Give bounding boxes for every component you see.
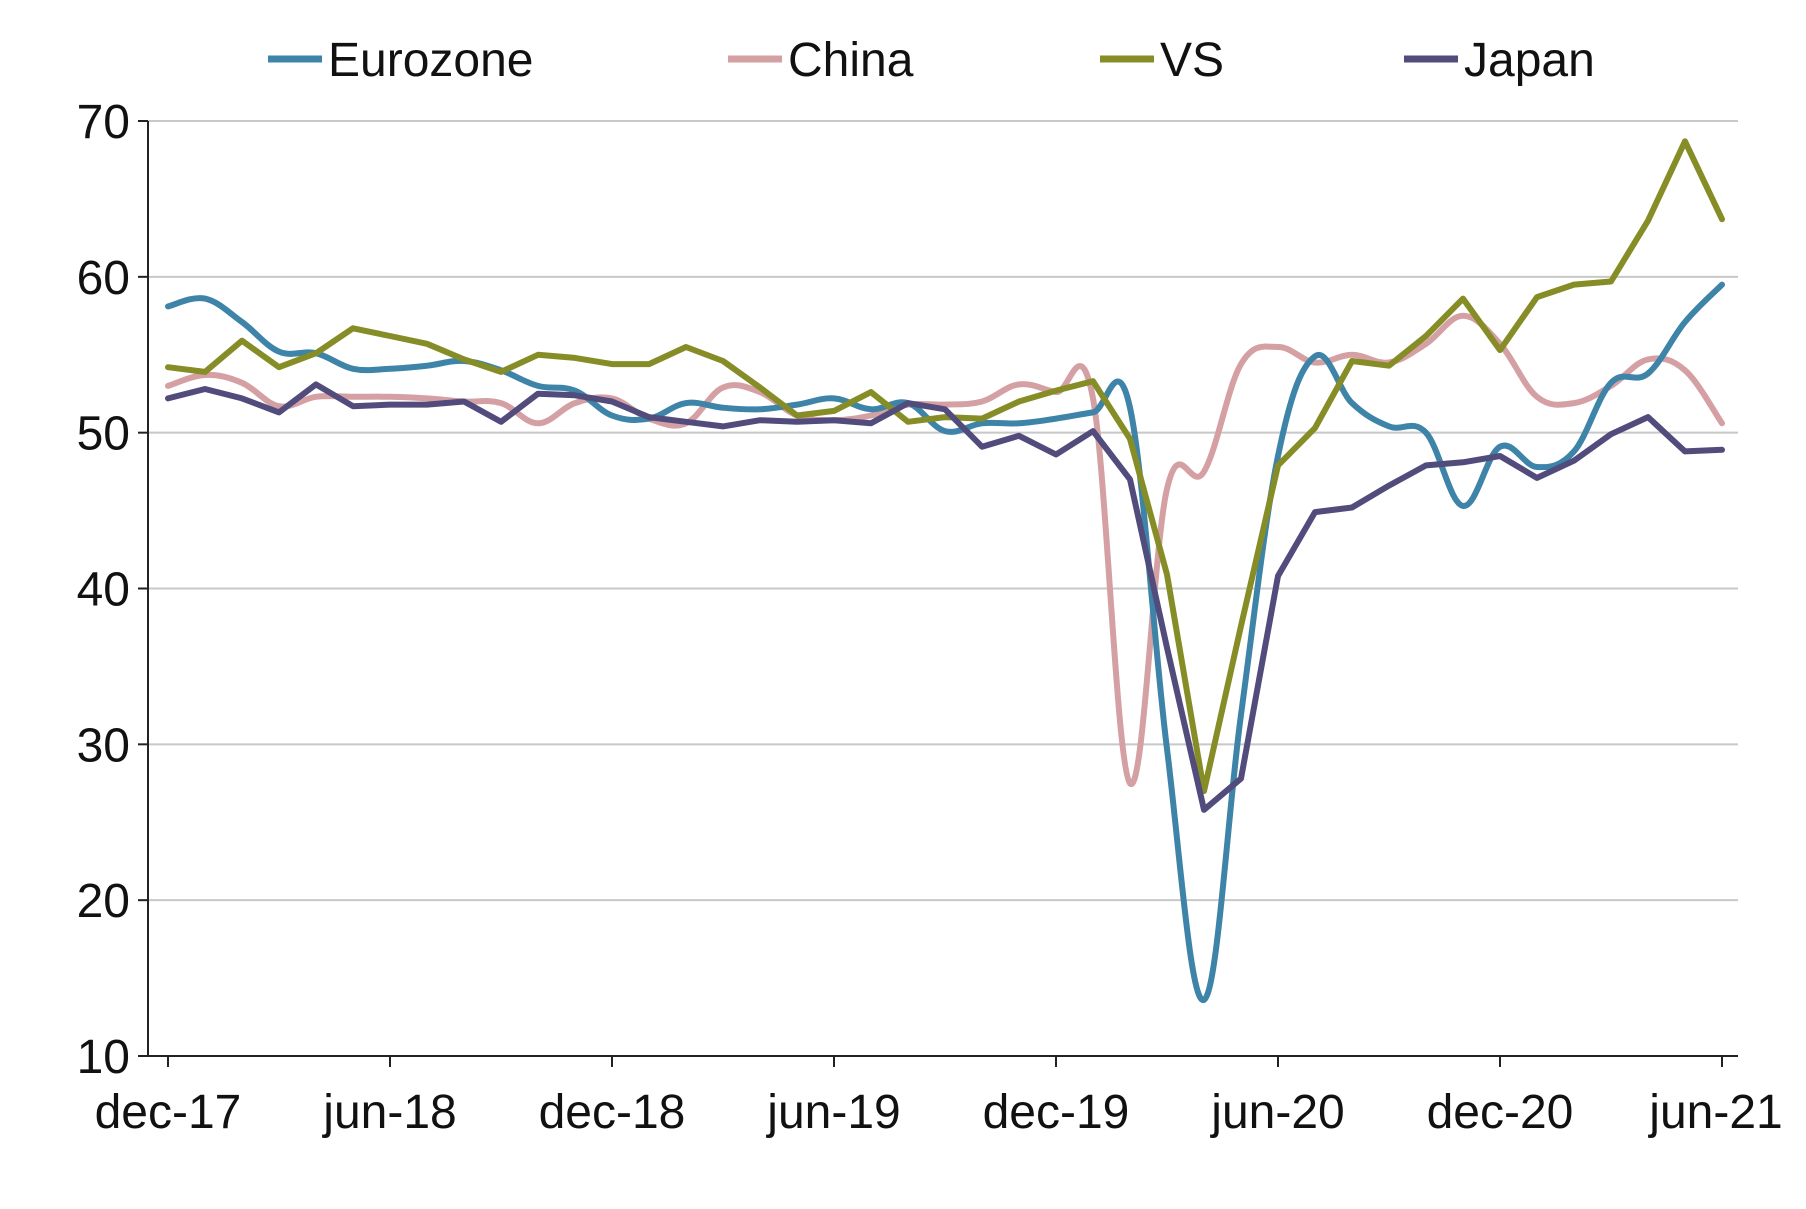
legend-label-japan: Japan xyxy=(1464,34,1595,87)
legend-label-vs: VS xyxy=(1160,34,1224,87)
gridlines xyxy=(148,120,1738,902)
y-tick-label: 40 xyxy=(77,564,130,617)
series-line-vs xyxy=(165,138,1725,795)
x-tick-label: dec-17 xyxy=(95,1086,242,1139)
y-tick-label: 10 xyxy=(77,1031,130,1084)
series-line-eurozone xyxy=(165,281,1725,1003)
y-tick-labels: 10 20 30 40 50 60 70 xyxy=(77,96,130,1084)
x-tick-labels: dec-17 jun-18 dec-18 jun-19 dec-19 jun-20 dec-… xyxy=(95,1086,1783,1139)
y-tick-label: 50 xyxy=(77,408,130,461)
series-line-japan xyxy=(165,381,1725,813)
y-tick-label: 60 xyxy=(77,252,130,305)
legend-label-eurozone: Eurozone xyxy=(328,34,533,87)
x-tick-label: dec-19 xyxy=(983,1086,1130,1139)
x-tick-label: jun-21 xyxy=(1647,1086,1782,1139)
y-tick-label: 20 xyxy=(77,875,130,928)
axes xyxy=(138,120,1738,1067)
legend-label-china: China xyxy=(788,34,914,87)
x-tick-label: jun-20 xyxy=(1209,1086,1344,1139)
x-tick-label: jun-18 xyxy=(321,1086,456,1139)
legend: Eurozone China VS Japan xyxy=(268,34,1595,87)
series-lines xyxy=(165,138,1725,1003)
series-line-china xyxy=(165,312,1725,787)
y-tick-label: 30 xyxy=(77,719,130,772)
y-tick-label: 70 xyxy=(77,96,130,149)
x-tick-label: dec-20 xyxy=(1427,1086,1574,1139)
x-tick-label: jun-19 xyxy=(765,1086,900,1139)
x-tick-label: dec-18 xyxy=(539,1086,686,1139)
